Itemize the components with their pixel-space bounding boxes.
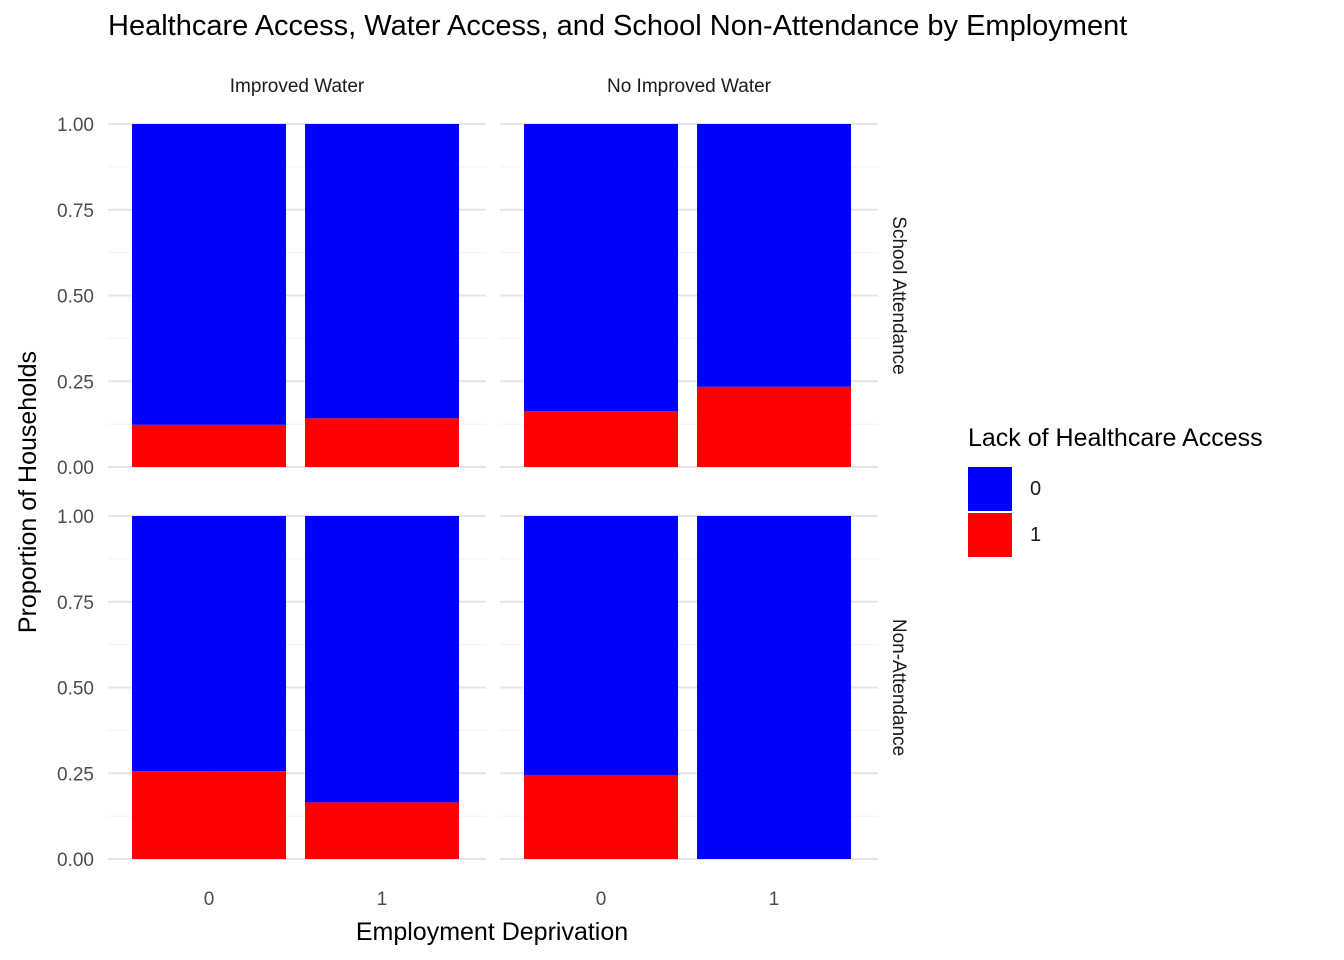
x-tick-label: 0 bbox=[596, 889, 607, 910]
bar-seg-0-cat-1 bbox=[305, 124, 459, 419]
legend-swatch-1 bbox=[968, 513, 1012, 557]
bar-seg-1-cat-0 bbox=[524, 411, 678, 467]
legend-item-1: 1 bbox=[968, 513, 1263, 557]
y-tick-label: 0.75 bbox=[57, 201, 94, 222]
legend-label-0: 0 bbox=[1030, 477, 1042, 500]
legend-title: Lack of Healthcare Access bbox=[968, 424, 1263, 452]
y-tick-label: 1.00 bbox=[57, 507, 94, 528]
panel-1-0 bbox=[500, 123, 878, 468]
bar-seg-1-cat-0 bbox=[132, 424, 286, 467]
legend: Lack of Healthcare Access 0 1 bbox=[968, 424, 1263, 559]
bar-seg-1-cat-1 bbox=[305, 418, 459, 467]
bar-seg-0-cat-0 bbox=[524, 516, 678, 775]
y-axis-label: Proportion of Households bbox=[14, 351, 42, 633]
x-axis-label: Employment Deprivation bbox=[356, 918, 628, 946]
panel-0-0: 0.00 0.25 0.50 0.75 1.00 bbox=[57, 115, 486, 479]
x-tick-label: 1 bbox=[769, 889, 780, 910]
bar-seg-0-cat-0 bbox=[132, 124, 286, 425]
y-tick-label: 1.00 bbox=[57, 115, 94, 136]
bar-seg-0-cat-1 bbox=[305, 516, 459, 803]
facet-label-column: No Improved Water bbox=[607, 76, 772, 97]
legend-item-0: 0 bbox=[968, 467, 1263, 511]
facet-label-column: Improved Water bbox=[230, 76, 365, 97]
y-tick-label: 0.25 bbox=[57, 764, 94, 785]
facet-label-row: School Attendance bbox=[888, 216, 909, 374]
y-tick-label: 0.50 bbox=[57, 287, 94, 308]
x-tick-label: 1 bbox=[377, 889, 388, 910]
y-tick-label: 0.75 bbox=[57, 593, 94, 614]
panel-0-1: 0.00 0.25 0.50 0.75 1.00 0 1 bbox=[57, 507, 486, 910]
legend-label-1: 1 bbox=[1030, 523, 1042, 546]
bar-seg-1-cat-1 bbox=[305, 802, 459, 859]
bar-seg-1-cat-0 bbox=[524, 774, 678, 859]
facet-label-row: Non-Attendance bbox=[888, 619, 909, 756]
chart-title: Healthcare Access, Water Access, and Sch… bbox=[108, 10, 1128, 42]
bar-seg-0-cat-0 bbox=[524, 124, 678, 412]
bar-seg-1-cat-1 bbox=[697, 386, 851, 467]
bar-seg-1-cat-0 bbox=[132, 771, 286, 859]
x-tick-label: 0 bbox=[204, 889, 215, 910]
bar-seg-0-cat-0 bbox=[132, 516, 286, 772]
bar-seg-0-cat-1 bbox=[697, 124, 851, 387]
y-tick-label: 0.00 bbox=[57, 850, 94, 871]
legend-swatch-0 bbox=[968, 467, 1012, 511]
y-tick-label: 0.25 bbox=[57, 372, 94, 393]
y-tick-label: 0.50 bbox=[57, 679, 94, 700]
y-tick-label: 0.00 bbox=[57, 458, 94, 479]
bar-seg-0-cat-1 bbox=[697, 516, 851, 859]
